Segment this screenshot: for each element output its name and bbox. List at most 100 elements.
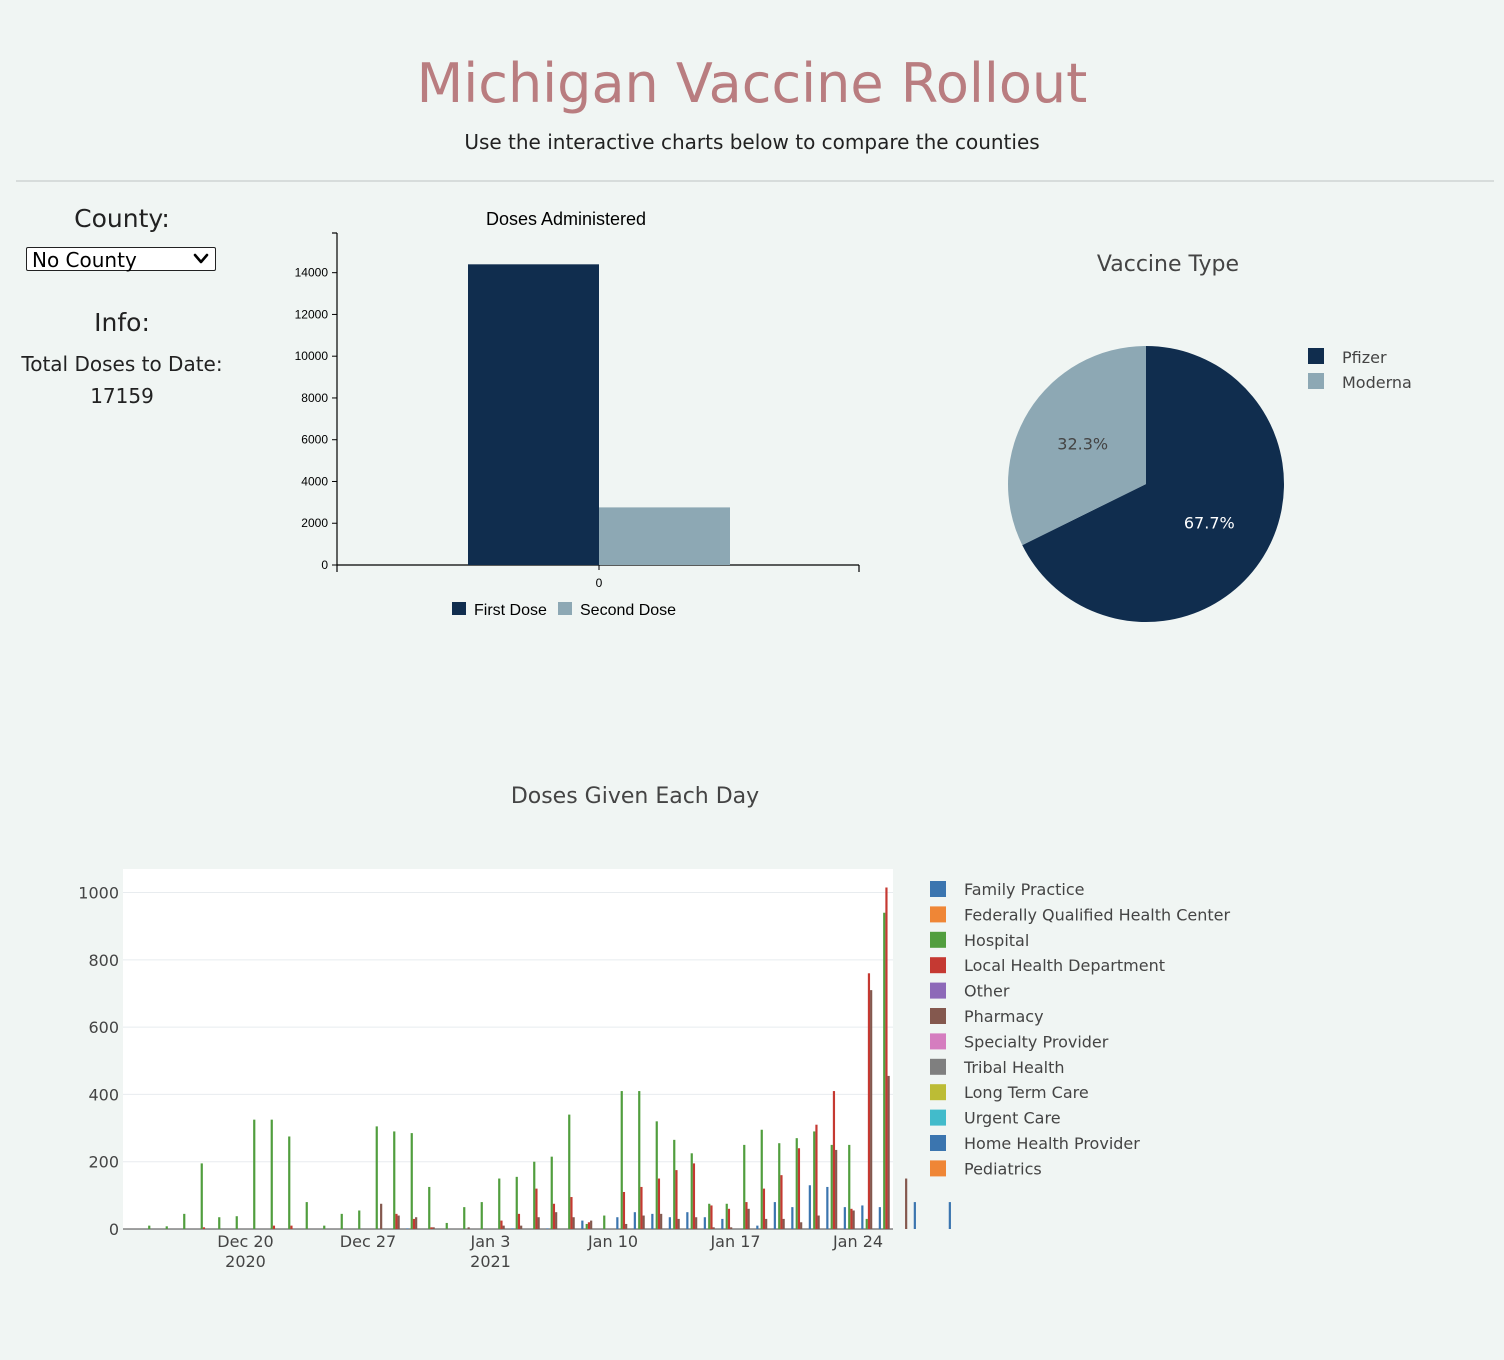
bar-family-practice[interactable] [913,1202,916,1229]
bar-local-health-department[interactable] [290,1225,293,1229]
doses-given-each-day-chart[interactable]: Doses Given Each Day 0 200 400 600 800 1000 Dec… [0,770,1504,1290]
bar-pharmacy[interactable] [712,1227,715,1229]
bar-local-health-department[interactable] [587,1222,591,1229]
vaccine-type-chart[interactable]: Vaccine Type 67.7% 32.3% Pfizer Moderna [930,230,1490,650]
bar-pharmacy[interactable] [572,1217,575,1229]
bar-hospital[interactable] [148,1225,151,1229]
legend-swatch[interactable] [930,1109,946,1126]
bar-pharmacy[interactable] [887,1075,890,1229]
bar-pharmacy[interactable] [870,990,873,1229]
bar-hospital[interactable] [603,1215,606,1229]
bar-hospital[interactable] [848,1144,851,1229]
bar-hospital[interactable] [375,1126,378,1229]
bar-pharmacy[interactable] [397,1215,400,1229]
legend-swatch[interactable] [930,906,946,923]
pie-slice-moderna[interactable] [1008,346,1146,546]
legend-swatch[interactable] [930,1033,946,1050]
bar-hospital[interactable] [165,1226,168,1229]
bar-local-health-department[interactable] [570,1197,573,1229]
bar-hospital[interactable] [200,1163,203,1229]
bar-local-health-department[interactable] [657,1178,661,1229]
bar-hospital[interactable] [568,1114,571,1229]
bar-pharmacy[interactable] [747,1208,750,1229]
bar-local-health-department[interactable] [202,1227,206,1229]
bar-pharmacy[interactable] [817,1215,820,1229]
bar-hospital[interactable] [673,1139,676,1229]
legend-swatch[interactable] [930,1008,946,1024]
bar-pharmacy[interactable] [677,1218,680,1229]
bar-family-practice[interactable] [773,1202,776,1229]
bar-local-health-department[interactable] [272,1225,276,1229]
bar-family-practice[interactable] [948,1202,951,1229]
bar-hospital[interactable] [323,1225,326,1229]
bar-local-health-department[interactable] [867,973,871,1229]
pie-slice-pfizer[interactable] [1022,346,1284,622]
bar-hospital[interactable] [480,1202,483,1229]
bar-hospital[interactable] [305,1202,308,1229]
bar-local-health-department[interactable] [517,1213,521,1229]
legend-swatch[interactable] [930,1135,946,1151]
legend-swatch[interactable] [930,982,946,999]
bar-local-health-department[interactable] [675,1170,678,1229]
bar-hospital[interactable] [183,1213,186,1229]
bar-pharmacy[interactable] [852,1210,855,1229]
bar-hospital[interactable] [813,1131,816,1229]
bar-hospital[interactable] [533,1161,536,1229]
bar-family-practice[interactable] [633,1212,636,1229]
bar-family-practice[interactable] [808,1185,811,1229]
bar-local-health-department[interactable] [710,1205,713,1229]
bar-hospital[interactable] [830,1144,833,1229]
bar-pharmacy[interactable] [835,1149,838,1229]
bar-family-practice[interactable] [616,1217,619,1229]
bar-first-dose[interactable] [468,264,599,565]
bar-local-health-department[interactable] [500,1220,503,1229]
bar-family-practice[interactable] [861,1205,864,1229]
bar-hospital[interactable] [620,1091,623,1229]
bar-local-health-department[interactable] [885,887,888,1229]
bar-local-health-department[interactable] [815,1124,818,1229]
bar-local-health-department[interactable] [780,1175,783,1229]
bar-pharmacy[interactable] [590,1220,593,1229]
bar-family-practice[interactable] [406,1228,409,1229]
bar-local-health-department[interactable] [430,1227,433,1229]
bar-family-practice[interactable] [843,1207,846,1229]
bar-hospital[interactable] [358,1210,361,1229]
bar-pharmacy[interactable] [782,1218,785,1229]
bar-local-health-department[interactable] [412,1218,416,1229]
bar-pharmacy[interactable] [765,1218,768,1229]
bar-hospital[interactable] [235,1216,238,1229]
bar-pharmacy[interactable] [660,1213,663,1229]
bar-hospital[interactable] [795,1138,798,1229]
bar-family-practice[interactable] [703,1217,706,1229]
bar-hospital[interactable] [690,1153,693,1229]
legend-swatch[interactable] [930,957,946,974]
bar-local-health-department[interactable] [640,1186,643,1229]
bar-family-practice[interactable] [546,1228,549,1229]
bar-local-health-department[interactable] [762,1188,766,1229]
bar-local-health-department[interactable] [535,1188,538,1229]
bar-family-practice[interactable] [651,1213,654,1229]
bar-hospital[interactable] [725,1203,728,1229]
bar-hospital[interactable] [865,1218,868,1229]
bar-hospital[interactable] [428,1186,431,1229]
bar-pharmacy[interactable] [380,1203,383,1229]
bar-pharmacy[interactable] [415,1217,418,1229]
bar-hospital[interactable] [883,912,886,1229]
bar-local-health-department[interactable] [832,1091,836,1229]
bar-local-health-department[interactable] [727,1208,731,1229]
bar-family-practice[interactable] [826,1186,829,1229]
bar-hospital[interactable] [655,1121,658,1229]
bar-hospital[interactable] [743,1144,746,1229]
bar-local-health-department[interactable] [850,1208,853,1229]
bar-hospital[interactable] [550,1156,553,1229]
bar-hospital[interactable] [218,1217,221,1229]
bar-family-practice[interactable] [668,1217,671,1229]
bar-pharmacy[interactable] [642,1215,645,1229]
bar-family-practice[interactable] [721,1218,724,1229]
bar-pharmacy[interactable] [730,1227,733,1229]
legend-swatch[interactable] [930,1160,946,1177]
bar-hospital[interactable] [410,1133,413,1229]
doses-administered-chart[interactable]: Doses Administered 0 2000 4000 6000 8000 10000… [270,200,890,640]
bar-pharmacy[interactable] [502,1225,505,1229]
bar-hospital[interactable] [515,1176,518,1229]
